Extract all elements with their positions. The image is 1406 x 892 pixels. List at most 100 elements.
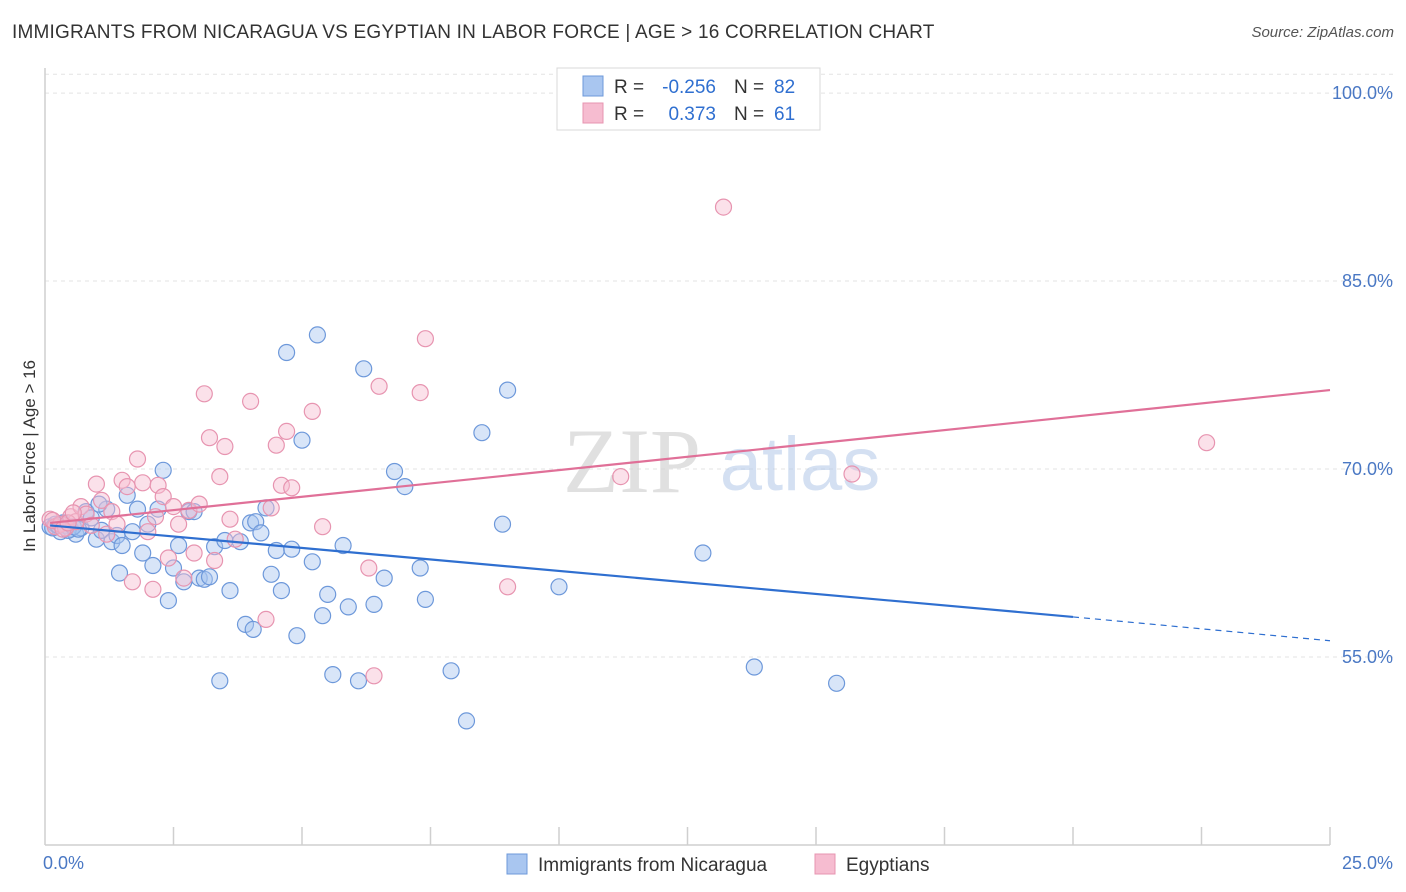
nicaragua-point-56 — [349, 672, 368, 690]
series-legend: Immigrants from Nicaragua Egyptians — [506, 853, 929, 876]
nicaragua-point-72 — [827, 674, 846, 692]
legend-r-label-1: R = — [614, 77, 644, 98]
nicaragua-point-49 — [303, 553, 321, 571]
nicaragua-point-55 — [339, 598, 357, 616]
egyptians-point-29 — [190, 495, 208, 513]
nicaragua-point-58 — [365, 595, 383, 614]
egyptians-point-44 — [303, 402, 321, 420]
nicaragua-point-48 — [293, 431, 311, 449]
egyptians-point-32 — [206, 551, 224, 570]
egyptians-point-59 — [64, 504, 82, 522]
egyptians-point-34 — [216, 437, 234, 456]
egyptians-point-26 — [175, 569, 193, 587]
y-tick-label-3: 100.0% — [1332, 83, 1393, 103]
nicaragua-point-23 — [159, 591, 177, 610]
legend-r-value-1: -0.256 — [662, 77, 716, 98]
nicaragua-point-69 — [550, 578, 568, 596]
nicaragua-point-80 — [110, 564, 129, 582]
chart-title: IMMIGRANTS FROM NICARAGUA VS EGYPTIAN IN… — [12, 22, 935, 43]
watermark-zip: ZIP — [563, 410, 701, 512]
nicaragua-point-40 — [252, 524, 270, 542]
nicaragua-point-60 — [385, 462, 404, 481]
x-tick-label-0: 0.0% — [43, 853, 84, 873]
egyptians-point-36 — [226, 530, 244, 548]
egyptians-point-50 — [416, 330, 434, 348]
legend-r-label-2: R = — [614, 104, 644, 125]
egyptians-point-46 — [360, 559, 378, 577]
nicaragua-point-79 — [244, 620, 262, 639]
egyptians-point-24 — [164, 498, 183, 516]
y-tick-label-0: 55.0% — [1342, 647, 1393, 667]
nicaragua-point-42 — [262, 565, 280, 583]
egyptians-point-16 — [123, 573, 141, 591]
egyptians-point-23 — [159, 549, 177, 567]
nicaragua-point-52 — [319, 585, 337, 604]
egyptians-point-10 — [92, 491, 111, 509]
egyptians-point-39 — [262, 499, 280, 517]
egyptians-point-55 — [1197, 434, 1216, 452]
egyptians-point-52 — [612, 468, 630, 486]
legend-n-label-2: N = — [734, 104, 764, 125]
x-tick-label-1: 25.0% — [1342, 853, 1393, 873]
y-tick-label-1: 70.0% — [1342, 459, 1393, 479]
series-legend-swatch-nicaragua — [506, 853, 528, 875]
legend-n-label-1: N = — [734, 77, 764, 98]
egyptians-point-17 — [128, 450, 147, 468]
egyptians-point-41 — [272, 476, 290, 494]
nicaragua-trend-extension — [1072, 616, 1331, 642]
nicaragua-point-47 — [288, 627, 306, 645]
egyptians-point-18 — [134, 474, 152, 492]
legend-r-value-2: 0.373 — [668, 104, 716, 125]
series-legend-swatch-egyptians — [814, 853, 836, 875]
nicaragua-point-31 — [200, 568, 219, 586]
legend-n-value-2: 61 — [774, 104, 795, 125]
nicaragua-point-59 — [375, 569, 393, 587]
series-legend-label-egyptians: Egyptians — [846, 855, 929, 876]
egyptians-point-49 — [411, 384, 429, 402]
nicaragua-point-45 — [278, 343, 296, 362]
nicaragua-point-24 — [164, 559, 183, 577]
nicaragua-point-22 — [154, 461, 172, 479]
nicaragua-point-15 — [118, 486, 136, 504]
egyptians-point-40 — [267, 436, 285, 454]
nicaragua-point-64 — [442, 662, 460, 680]
nicaragua-point-50 — [308, 326, 326, 344]
egyptians-point-43 — [283, 479, 301, 497]
egyptians-point-30 — [195, 385, 213, 403]
watermark-atlas: atlas — [720, 422, 881, 507]
nicaragua-point-53 — [324, 665, 342, 684]
nicaragua-point-14 — [113, 536, 131, 555]
egyptians-point-53 — [714, 198, 733, 216]
nicaragua-point-35 — [221, 581, 239, 600]
egyptians-point-25 — [170, 515, 188, 533]
egyptians-point-35 — [221, 510, 239, 528]
nicaragua-trend-line — [50, 524, 1074, 619]
egyptians-point-19 — [139, 523, 157, 541]
nicaragua-point-18 — [134, 544, 152, 562]
egyptians-point-33 — [211, 468, 229, 486]
y-tick-label-2: 85.0% — [1342, 271, 1393, 291]
egyptians-point-45 — [314, 518, 332, 536]
egyptians-point-22 — [154, 488, 172, 506]
egyptians-point-21 — [149, 476, 167, 494]
nicaragua-point-66 — [473, 424, 491, 442]
legend-swatch-nicaragua — [582, 75, 604, 97]
y-tick-labels: 55.0% 70.0% 85.0% 100.0% — [1332, 83, 1393, 667]
nicaragua-point-39 — [247, 513, 265, 531]
watermark: ZIP atlas — [563, 410, 880, 512]
nicaragua-point-65 — [457, 712, 476, 730]
y-axis-title: In Labor Force | Age > 16 — [20, 360, 39, 552]
egyptians-point-54 — [843, 465, 861, 483]
egyptians-point-38 — [257, 610, 275, 629]
correlation-legend: R = -0.256 N = 82 R = 0.373 N = 61 — [556, 67, 821, 131]
nicaragua-point-33 — [211, 672, 229, 690]
egyptians-point-51 — [499, 578, 517, 596]
egyptians-point-37 — [242, 392, 260, 410]
egyptians-point-28 — [185, 544, 203, 562]
egyptians-point-15 — [118, 478, 136, 496]
nicaragua-point-71 — [745, 658, 763, 676]
nicaragua-point-51 — [314, 607, 332, 625]
egyptians-point-47 — [365, 667, 383, 685]
trend-lines — [50, 388, 1331, 642]
